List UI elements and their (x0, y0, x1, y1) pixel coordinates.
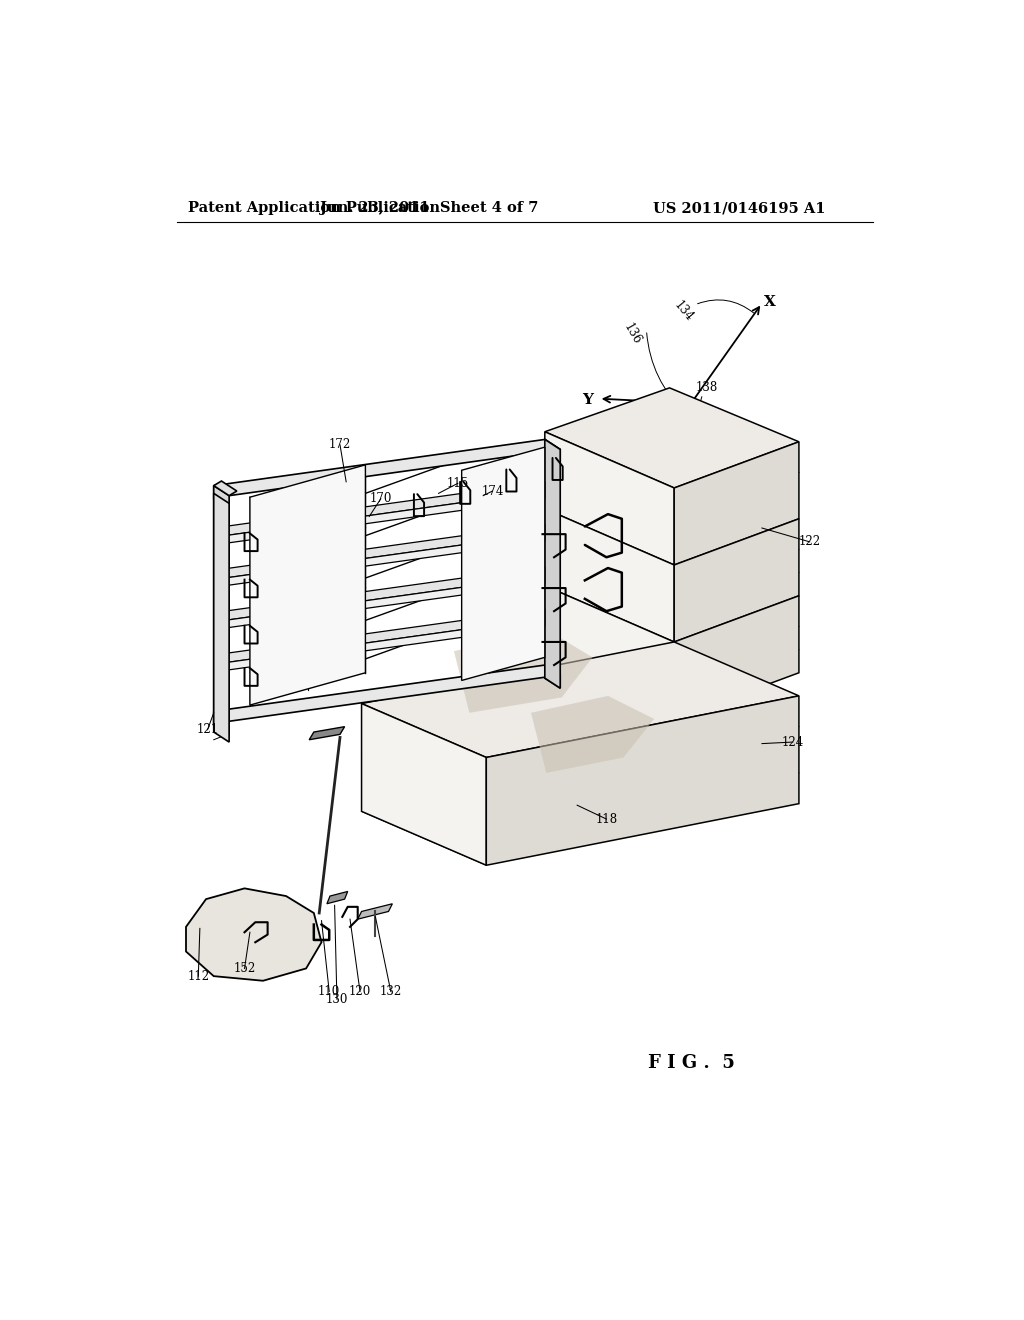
Polygon shape (545, 586, 674, 719)
Text: 121: 121 (197, 723, 218, 737)
Text: 132: 132 (380, 985, 402, 998)
Polygon shape (545, 440, 560, 688)
Polygon shape (674, 595, 799, 719)
Text: Patent Application Publication: Patent Application Publication (188, 202, 440, 215)
Polygon shape (674, 519, 799, 642)
Text: 124: 124 (781, 735, 804, 748)
Polygon shape (545, 440, 560, 462)
Polygon shape (361, 704, 486, 866)
Polygon shape (214, 566, 545, 622)
Text: 130: 130 (326, 993, 348, 1006)
Text: 122: 122 (799, 536, 821, 548)
Text: 115: 115 (446, 477, 469, 490)
Polygon shape (186, 888, 322, 981)
Text: Z: Z (713, 483, 724, 496)
Polygon shape (214, 494, 229, 742)
Polygon shape (214, 482, 545, 537)
Polygon shape (214, 711, 229, 734)
Polygon shape (462, 447, 545, 681)
Polygon shape (214, 440, 560, 496)
Text: Jun. 23, 2011  Sheet 4 of 7: Jun. 23, 2011 Sheet 4 of 7 (321, 202, 539, 215)
Text: 112: 112 (187, 970, 209, 982)
Polygon shape (214, 576, 545, 630)
Text: 174: 174 (481, 484, 504, 498)
Text: 134: 134 (672, 298, 695, 323)
Text: 120: 120 (349, 985, 371, 998)
Polygon shape (214, 480, 237, 496)
Polygon shape (214, 486, 229, 508)
Text: X: X (764, 294, 775, 309)
Text: US 2011/0146195 A1: US 2011/0146195 A1 (652, 202, 825, 215)
Text: 110: 110 (318, 985, 340, 998)
Polygon shape (545, 665, 560, 688)
Text: 118: 118 (595, 813, 617, 825)
Text: 152: 152 (233, 962, 256, 975)
Polygon shape (531, 696, 654, 774)
Polygon shape (214, 491, 545, 545)
Polygon shape (357, 904, 392, 919)
Polygon shape (545, 432, 674, 565)
Polygon shape (214, 665, 560, 721)
Text: 172: 172 (329, 438, 351, 451)
Polygon shape (454, 630, 593, 713)
Text: F I G .  5: F I G . 5 (648, 1055, 734, 1072)
Polygon shape (545, 388, 799, 488)
Polygon shape (361, 642, 799, 758)
Polygon shape (214, 486, 229, 734)
Polygon shape (250, 465, 366, 705)
Text: 138: 138 (695, 381, 718, 395)
Text: 136: 136 (622, 321, 644, 347)
Polygon shape (214, 609, 545, 664)
Polygon shape (327, 891, 348, 904)
Polygon shape (214, 524, 545, 579)
Text: 170: 170 (370, 492, 392, 506)
Polygon shape (674, 442, 799, 565)
Polygon shape (309, 726, 345, 739)
Polygon shape (214, 533, 545, 587)
Polygon shape (486, 696, 799, 866)
Polygon shape (545, 508, 674, 642)
Text: Y: Y (583, 393, 594, 407)
Polygon shape (214, 618, 545, 672)
